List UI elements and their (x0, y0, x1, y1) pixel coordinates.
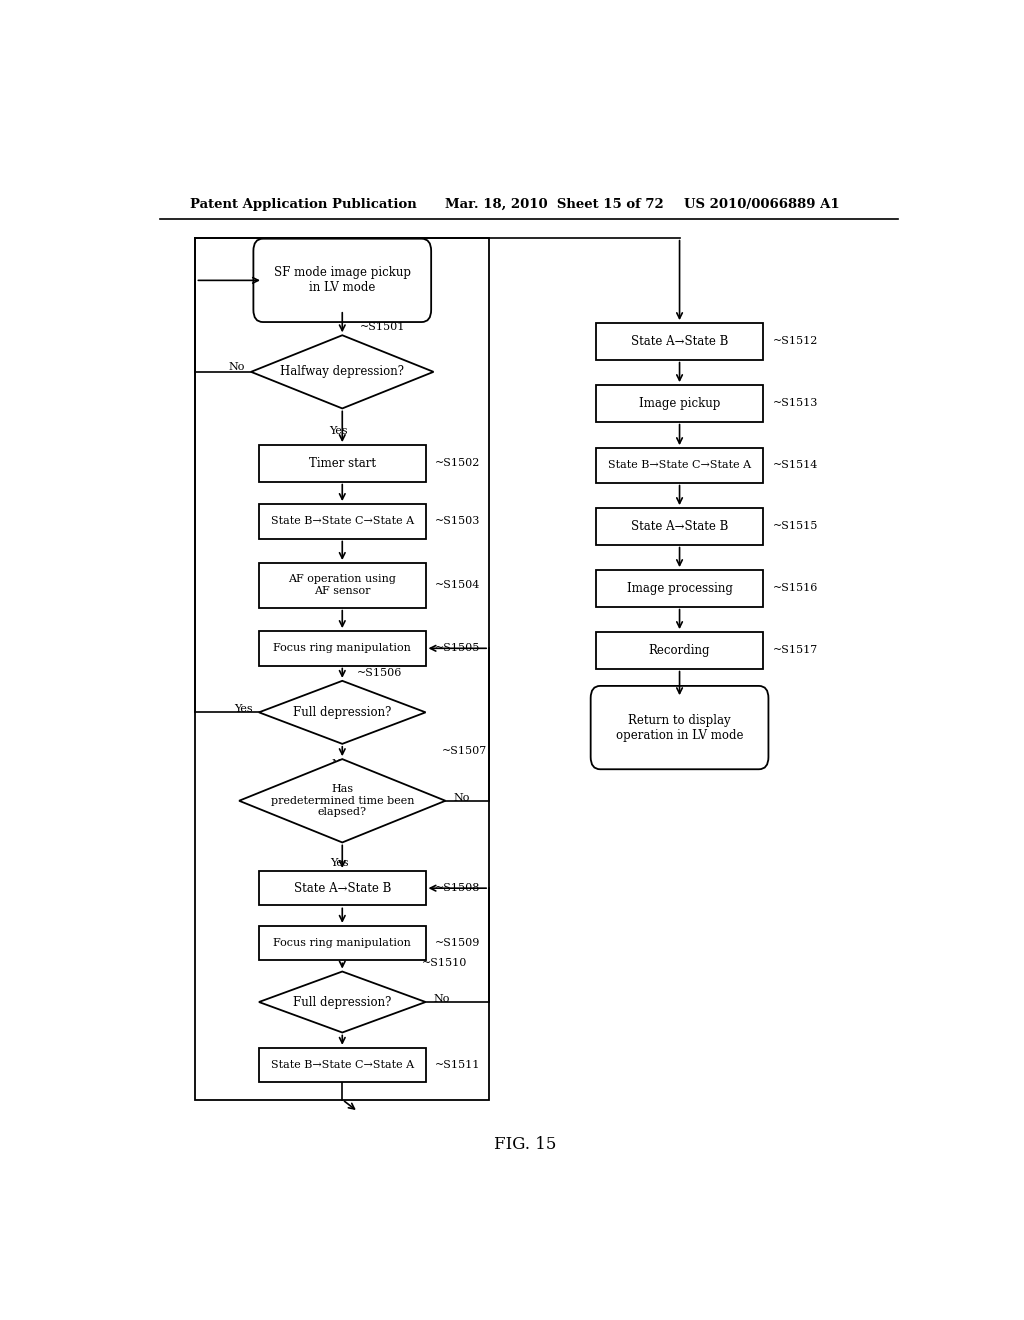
Text: Mar. 18, 2010  Sheet 15 of 72: Mar. 18, 2010 Sheet 15 of 72 (445, 198, 665, 211)
Text: ~S1507: ~S1507 (441, 746, 486, 756)
Text: ~S1515: ~S1515 (772, 521, 818, 532)
FancyBboxPatch shape (596, 632, 763, 669)
Text: Has
predetermined time been
elapsed?: Has predetermined time been elapsed? (270, 784, 414, 817)
Text: Recording: Recording (649, 644, 711, 657)
Text: ~S1512: ~S1512 (772, 337, 818, 346)
Text: Timer start: Timer start (309, 457, 376, 470)
Text: SF mode image pickup
in LV mode: SF mode image pickup in LV mode (273, 267, 411, 294)
FancyBboxPatch shape (259, 1048, 426, 1082)
Text: Focus ring manipulation: Focus ring manipulation (273, 939, 412, 948)
FancyBboxPatch shape (596, 570, 763, 607)
Text: Patent Application Publication: Patent Application Publication (189, 198, 417, 211)
Text: Full depression?: Full depression? (293, 995, 391, 1008)
Text: ~S1504: ~S1504 (435, 581, 480, 590)
Text: Full depression?: Full depression? (293, 706, 391, 719)
FancyBboxPatch shape (259, 925, 426, 961)
Text: No: No (332, 759, 348, 770)
Polygon shape (251, 335, 433, 408)
Text: Return to display
operation in LV mode: Return to display operation in LV mode (615, 714, 743, 742)
FancyBboxPatch shape (596, 508, 763, 545)
FancyBboxPatch shape (259, 631, 426, 665)
Text: AF operation using
AF sensor: AF operation using AF sensor (289, 574, 396, 597)
Text: ~S1517: ~S1517 (772, 645, 817, 655)
FancyBboxPatch shape (591, 686, 768, 770)
Text: State B→State C→State A: State B→State C→State A (608, 461, 752, 470)
Text: Focus ring manipulation: Focus ring manipulation (273, 643, 412, 653)
Text: Image processing: Image processing (627, 582, 732, 595)
Text: FIG. 15: FIG. 15 (494, 1135, 556, 1152)
FancyBboxPatch shape (259, 504, 426, 539)
Polygon shape (259, 681, 426, 744)
Text: No: No (228, 362, 245, 372)
Text: ~S1506: ~S1506 (356, 668, 402, 677)
Text: Yes: Yes (331, 858, 349, 867)
Text: Halfway depression?: Halfway depression? (281, 366, 404, 379)
Polygon shape (240, 759, 445, 842)
Text: Yes: Yes (329, 426, 347, 436)
FancyBboxPatch shape (596, 447, 763, 483)
FancyBboxPatch shape (596, 323, 763, 359)
Text: ~S1510: ~S1510 (422, 958, 467, 969)
Text: ~S1514: ~S1514 (772, 461, 818, 470)
Polygon shape (259, 972, 426, 1032)
FancyBboxPatch shape (253, 239, 431, 322)
Text: Yes: Yes (331, 1048, 349, 1057)
Text: US 2010/0066889 A1: US 2010/0066889 A1 (684, 198, 839, 211)
Text: Image pickup: Image pickup (639, 397, 720, 409)
Text: No: No (433, 994, 450, 1005)
Text: ~S1509: ~S1509 (435, 939, 480, 948)
Text: State A→State B: State A→State B (294, 882, 391, 895)
Text: State A→State B: State A→State B (631, 520, 728, 533)
FancyBboxPatch shape (259, 562, 426, 607)
Text: ~S1505: ~S1505 (435, 643, 480, 653)
Text: ~S1516: ~S1516 (772, 583, 818, 593)
Text: ~S1513: ~S1513 (772, 399, 818, 408)
Text: ~S1502: ~S1502 (435, 458, 480, 469)
Text: ~S1508: ~S1508 (435, 883, 480, 894)
FancyBboxPatch shape (259, 445, 426, 482)
FancyBboxPatch shape (259, 871, 426, 906)
Text: ~S1501: ~S1501 (359, 322, 406, 333)
Text: State B→State C→State A: State B→State C→State A (270, 516, 414, 527)
Text: State B→State C→State A: State B→State C→State A (270, 1060, 414, 1071)
Text: ~S1511: ~S1511 (435, 1060, 480, 1071)
Text: Yes: Yes (233, 705, 253, 714)
Text: ~S1503: ~S1503 (435, 516, 480, 527)
Text: No: No (454, 793, 470, 803)
Text: State A→State B: State A→State B (631, 335, 728, 348)
FancyBboxPatch shape (596, 385, 763, 421)
